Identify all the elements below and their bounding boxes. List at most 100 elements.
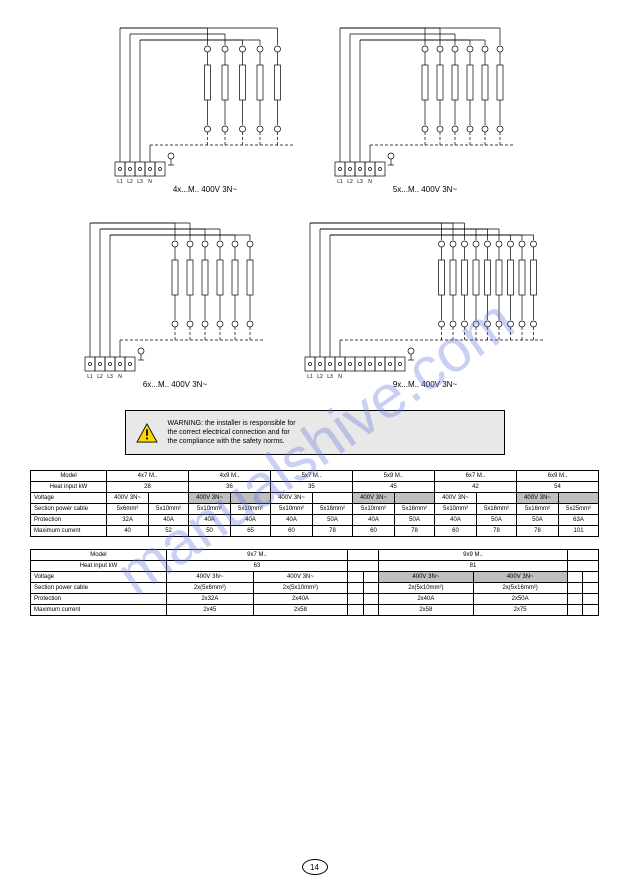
table-header: 35 [270,482,352,493]
table-cell: 5x10mm² [231,504,271,515]
table-cell: 78 [395,526,435,537]
table-cell [348,605,364,616]
table-cell: 400V 3N~ [516,493,558,504]
table-header: 5x7 M.. [270,471,352,482]
table-cell: 5x25mm² [559,504,599,515]
table-cell [231,493,271,504]
table-cell: 50A [516,515,558,526]
table-cell [583,583,599,594]
table-header: 63 [166,561,347,572]
wiring-diagram: 5x...M.. 400V 3N~L1L2L3N [325,20,525,195]
svg-text:L3: L3 [327,374,333,380]
table-header: 9x7 M.. [166,550,347,561]
table-cell: 40 [106,526,148,537]
table-cell: 2x58 [379,605,473,616]
table-cell: 5x16mm² [477,504,517,515]
table-cell [363,583,379,594]
table-cell: 5x10mm² [434,504,476,515]
svg-text:N: N [368,179,372,185]
table-cell: 60 [270,526,312,537]
spec-tables: Model4x7 M..4x9 M..5x7 M..5x9 M..6x7 M..… [30,470,599,616]
table-header: Heat input kW [31,482,107,493]
svg-text:L1: L1 [307,374,313,380]
table-cell: 40A [188,515,230,526]
page-number: 14 [302,859,328,875]
table-cell: 78 [516,526,558,537]
table-cell [313,493,353,504]
warning-box: WARNING: the installer is responsible fo… [125,410,505,455]
table-cell [149,493,189,504]
row-label: Maximum current [31,526,107,537]
svg-text:L3: L3 [107,374,113,380]
table-cell [567,583,583,594]
svg-text:N: N [338,374,342,380]
svg-text:L1: L1 [337,179,343,185]
svg-text:N: N [148,179,152,185]
table-cell: 2x50A [473,594,567,605]
table-cell [363,605,379,616]
warning-icon [136,423,158,443]
table-cell: 32A [106,515,148,526]
table-header: 81 [379,561,568,572]
svg-text:L2: L2 [317,374,323,380]
row-label: Voltage [31,493,107,504]
svg-text:N: N [118,374,122,380]
spec-table: Model9x7 M..9x9 M..Heat input kW6381Volt… [30,549,599,616]
table-cell: 65 [231,526,271,537]
table-cell: 60 [352,526,394,537]
table-cell: 63A [559,515,599,526]
table-cell: 5x10mm² [188,504,230,515]
table-cell: 400V 3N~ [352,493,394,504]
table-cell [567,572,583,583]
row-label: Voltage [31,572,167,583]
table-header: 42 [434,482,516,493]
row-label: Protection [31,515,107,526]
table-cell: 2x(5x16mm²) [473,583,567,594]
svg-text:4x...M.. 400V 3N~: 4x...M.. 400V 3N~ [172,185,237,194]
table-cell [348,583,364,594]
table-cell: 400V 3N~ [270,493,312,504]
table-header: 4x9 M.. [188,471,270,482]
table-cell: 400V 3N~ [188,493,230,504]
svg-text:L2: L2 [127,179,133,185]
table-cell: 40A [352,515,394,526]
wiring-diagram: 9x...M.. 400V 3N~ L1 L2 L3 N [295,215,555,390]
table-cell: 2x75 [473,605,567,616]
table-cell: 2x40A [379,594,473,605]
table-cell [348,572,364,583]
svg-text:9x...M.. 400V 3N~: 9x...M.. 400V 3N~ [392,380,457,389]
table-header [567,550,598,561]
table-header: 54 [516,482,598,493]
table-cell [477,493,517,504]
table-cell [363,594,379,605]
table-cell: 2x58 [253,605,347,616]
table-cell: 50 [188,526,230,537]
table-cell: 400V 3N~ [106,493,148,504]
table-header: 28 [106,482,188,493]
page-content: 4x...M.. 400V 3N~L1L2L3N5x...M.. 400V 3N… [0,0,629,648]
wiring-diagrams: 4x...M.. 400V 3N~L1L2L3N5x...M.. 400V 3N… [30,20,599,390]
table-cell: 40A [270,515,312,526]
table-cell: 52 [149,526,189,537]
svg-text:L1: L1 [87,374,93,380]
table-cell [567,594,583,605]
warning-line: WARNING: the installer is responsible fo… [168,419,296,428]
svg-text:L3: L3 [137,179,143,185]
table-cell [567,605,583,616]
table-cell: 2x(5x10mm²) [253,583,347,594]
table-header: 45 [352,482,434,493]
table-cell: 400V 3N~ [473,572,567,583]
table-header: 5x9 M.. [352,471,434,482]
table-cell [363,572,379,583]
table-cell: 78 [477,526,517,537]
table-header: 36 [188,482,270,493]
table-cell: 2x45 [166,605,253,616]
wiring-diagram: 6x...M.. 400V 3N~L1L2L3N [75,215,275,390]
svg-text:L2: L2 [97,374,103,380]
row-label: Maximum current [31,605,167,616]
warning-line: the correct electrical connection and fo… [168,428,296,437]
table-cell: 400V 3N~ [434,493,476,504]
svg-text:L1: L1 [117,179,123,185]
table-cell: 40A [149,515,189,526]
table-cell [395,493,435,504]
